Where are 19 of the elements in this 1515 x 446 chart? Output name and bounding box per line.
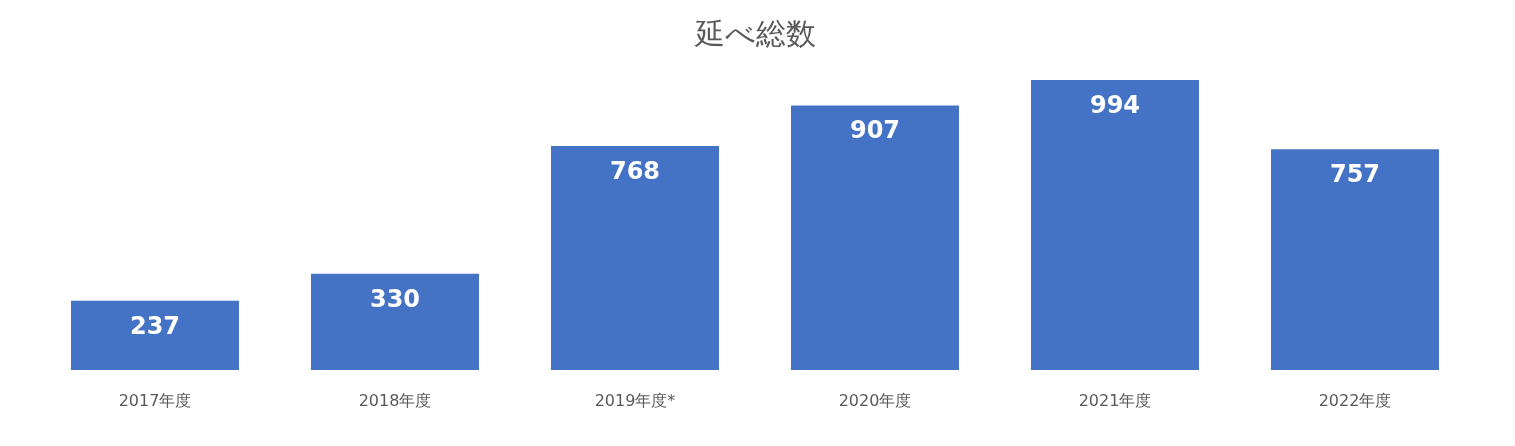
bar [791, 105, 959, 370]
bar [311, 273, 479, 370]
x-tick-label: 2019年度* [594, 390, 676, 410]
bar [1271, 149, 1439, 370]
x-tick-label: 2020年度 [838, 390, 912, 410]
bar [71, 300, 239, 370]
data-label: 237 [129, 311, 181, 340]
data-label: 994 [1089, 91, 1141, 119]
bar [551, 145, 719, 370]
data-label: 757 [1329, 160, 1381, 189]
x-tick-label: 2017年度 [118, 390, 192, 410]
x-tick-label: 2018年度 [358, 390, 432, 410]
x-tick-label: 2022年度 [1318, 390, 1392, 410]
x-tick-label: 2021年度 [1078, 390, 1152, 410]
chart-title: 延べ総数 [693, 16, 816, 51]
bar [1031, 80, 1199, 370]
data-label: 907 [849, 116, 901, 145]
data-label: 330 [369, 284, 421, 313]
data-label: 768 [609, 156, 661, 185]
